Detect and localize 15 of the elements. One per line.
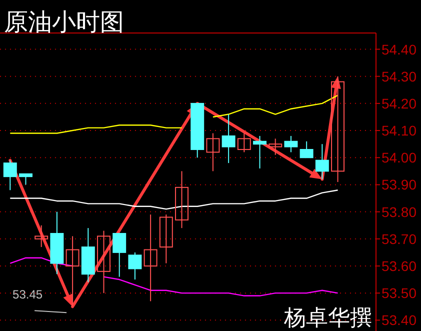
y-tick-label: 53.80 bbox=[381, 204, 417, 220]
y-tick-label: 54.00 bbox=[381, 150, 417, 166]
y-tick-label: 53.40 bbox=[381, 312, 417, 328]
y-tick-label: 54.40 bbox=[381, 41, 417, 58]
chart-title: 原油小时图 bbox=[4, 8, 124, 36]
annotation: 53.45 bbox=[12, 288, 43, 302]
y-tick-label: 53.90 bbox=[381, 176, 417, 193]
annotation: 杨卓华撰 bbox=[283, 306, 372, 331]
y-tick-label: 54.20 bbox=[381, 95, 417, 112]
y-tick-label: 54.30 bbox=[381, 68, 417, 84]
y-tick-label: 53.60 bbox=[381, 258, 417, 274]
y-tick-label: 54.10 bbox=[381, 122, 417, 139]
line-series bbox=[10, 190, 338, 210]
y-tick-label: 53.70 bbox=[381, 230, 417, 247]
y-tick-label: 53.50 bbox=[381, 285, 417, 302]
